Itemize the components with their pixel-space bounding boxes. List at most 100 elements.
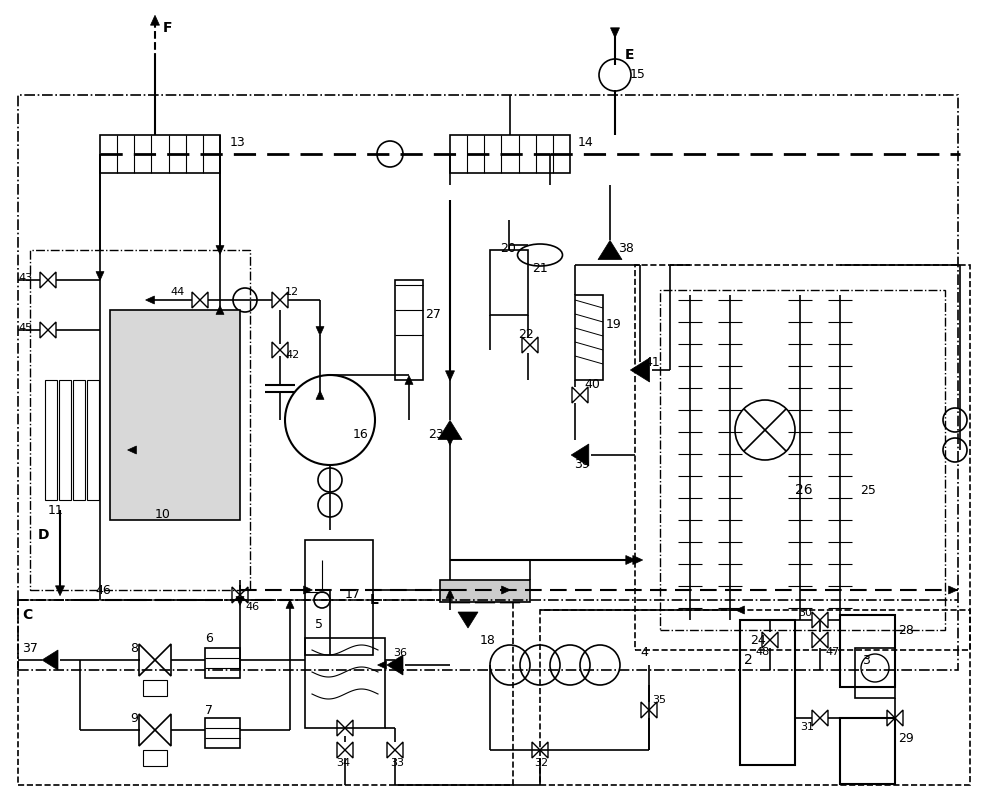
Text: 18: 18 [480, 634, 496, 646]
Text: 12: 12 [285, 287, 299, 297]
Text: 36: 36 [393, 648, 407, 658]
Polygon shape [236, 597, 244, 606]
Text: 48: 48 [755, 647, 769, 657]
Bar [73, 380, 85, 500]
Polygon shape [949, 586, 957, 594]
Text: 40: 40 [584, 379, 600, 391]
Bar [59, 380, 71, 500]
Bar [205, 718, 240, 748]
Text: 2: 2 [744, 653, 753, 667]
Text: 28: 28 [898, 623, 914, 637]
Text: 10: 10 [155, 508, 171, 521]
Polygon shape [96, 272, 104, 281]
Bar [440, 580, 530, 602]
Polygon shape [446, 589, 454, 598]
Bar [840, 718, 895, 784]
Text: 30: 30 [798, 608, 812, 618]
Bar [18, 600, 513, 785]
Text: 21: 21 [532, 261, 548, 274]
Bar [143, 680, 167, 696]
Polygon shape [446, 371, 454, 381]
Text: 7: 7 [205, 703, 213, 716]
Polygon shape [610, 28, 620, 38]
Polygon shape [438, 420, 462, 439]
Text: L: L [370, 593, 379, 607]
Text: 29: 29 [898, 731, 914, 744]
Bar [540, 610, 970, 785]
Text: 19: 19 [606, 318, 622, 331]
Text: F: F [163, 21, 173, 35]
Polygon shape [626, 556, 636, 565]
Polygon shape [304, 586, 312, 594]
Bar [635, 265, 970, 650]
Bar [575, 295, 603, 380]
Polygon shape [316, 391, 324, 399]
Bar [305, 638, 385, 728]
Polygon shape [56, 585, 64, 596]
Polygon shape [387, 655, 403, 675]
Bar [143, 750, 167, 766]
Text: 44: 44 [170, 287, 184, 297]
Text: 16: 16 [353, 428, 369, 441]
Text: 47: 47 [825, 647, 839, 657]
Bar [45, 380, 57, 500]
Polygon shape [598, 241, 622, 260]
Bar [18, 95, 958, 670]
Text: 43: 43 [18, 273, 32, 283]
Polygon shape [502, 586, 510, 594]
Polygon shape [450, 587, 470, 603]
Polygon shape [405, 375, 413, 384]
Bar [740, 620, 795, 765]
Text: 27: 27 [425, 309, 441, 322]
Text: 32: 32 [534, 758, 548, 768]
Polygon shape [633, 556, 643, 565]
Text: 39: 39 [574, 459, 590, 472]
Text: 37: 37 [22, 642, 38, 654]
Text: 46: 46 [95, 584, 111, 597]
Bar [660, 290, 945, 630]
Polygon shape [128, 446, 136, 454]
Text: 45: 45 [18, 323, 32, 333]
Text: C: C [22, 608, 32, 622]
Text: 33: 33 [390, 758, 404, 768]
Bar [100, 135, 220, 173]
Bar [450, 135, 570, 173]
Polygon shape [571, 444, 589, 466]
Text: 34: 34 [336, 758, 350, 768]
Text: 25: 25 [860, 484, 876, 496]
Polygon shape [446, 586, 454, 594]
Text: 6: 6 [205, 631, 213, 645]
Polygon shape [378, 661, 386, 669]
Text: 4: 4 [640, 646, 648, 659]
Text: 11: 11 [48, 504, 64, 516]
Polygon shape [216, 245, 224, 254]
Bar [855, 648, 895, 698]
Text: 9: 9 [130, 712, 138, 726]
Polygon shape [446, 436, 454, 445]
Bar [205, 648, 240, 678]
Text: 5: 5 [315, 618, 323, 631]
Text: 8: 8 [130, 642, 138, 655]
Text: D: D [38, 528, 50, 542]
Bar [87, 380, 99, 500]
Text: 26: 26 [795, 483, 813, 497]
Text: 13: 13 [230, 136, 246, 148]
Text: 35: 35 [652, 695, 666, 705]
Text: 24: 24 [750, 634, 766, 646]
Text: 22: 22 [518, 329, 534, 342]
Polygon shape [286, 600, 294, 609]
Bar [30, 250, 250, 590]
Polygon shape [475, 587, 495, 603]
Polygon shape [216, 306, 224, 314]
Text: 31: 31 [800, 722, 814, 732]
Bar [110, 310, 240, 520]
Polygon shape [500, 587, 520, 603]
Polygon shape [42, 650, 58, 670]
Text: 15: 15 [630, 68, 646, 82]
Text: 46: 46 [245, 602, 259, 612]
Text: 23: 23 [428, 428, 444, 441]
Text: 17: 17 [345, 589, 361, 602]
Polygon shape [150, 15, 160, 25]
Text: 41: 41 [644, 355, 660, 368]
Bar [395, 280, 423, 380]
